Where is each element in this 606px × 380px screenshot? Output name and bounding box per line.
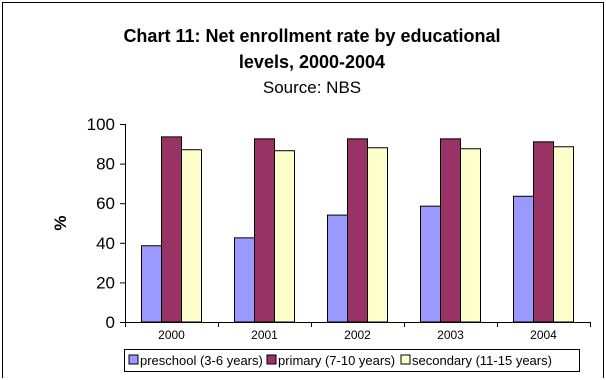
x-tick-label: 2002 <box>344 328 371 342</box>
bar-primary-2000 <box>161 136 182 323</box>
legend-box <box>124 349 580 372</box>
bar-preschool-2001 <box>234 237 255 323</box>
y-tick-label: 20 <box>96 273 115 292</box>
bar-primary-2003 <box>440 138 461 323</box>
bar-secondary-2004 <box>553 146 574 323</box>
x-tick-label: 2001 <box>251 328 278 342</box>
legend-swatch-secondary <box>400 354 411 365</box>
legend-label-primary: primary (7-10 years) <box>278 353 395 368</box>
y-tick-label: 80 <box>96 155 115 174</box>
y-axis: 0 20 40 60 80 100 <box>87 115 126 332</box>
x-axis: 2000 2001 2002 2003 2004 <box>125 322 591 342</box>
bar-secondary-2003 <box>460 148 481 323</box>
bar-preschool-2000 <box>141 245 162 323</box>
y-tick-label: 60 <box>96 194 115 213</box>
bar-primary-2001 <box>254 138 275 323</box>
legend-label-preschool: preschool (3-6 years) <box>140 353 263 368</box>
legend-swatch-primary <box>266 354 277 365</box>
bar-primary-2004 <box>533 141 554 323</box>
bar-preschool-2004 <box>513 195 534 323</box>
y-tick-label: 0 <box>106 313 115 332</box>
y-tick-label: 100 <box>87 115 115 134</box>
y-axis-label: % <box>51 215 70 230</box>
y-tick-label: 40 <box>96 234 115 253</box>
x-tick-label: 2000 <box>158 328 185 342</box>
x-tick-label: 2003 <box>437 328 464 342</box>
bar-secondary-2000 <box>181 149 202 323</box>
chart-title-line-2: levels, 2000-2004 <box>239 52 385 72</box>
legend-label-secondary: secondary (11-15 years) <box>412 353 552 368</box>
x-tick-label: 2004 <box>530 328 557 342</box>
bar-secondary-2002 <box>367 147 388 323</box>
chart-title-line-1: Chart 11: Net enrollment rate by educati… <box>123 26 500 46</box>
legend: preschool (3-6 years) primary (7-10 year… <box>124 349 580 372</box>
bar-preschool-2002 <box>327 214 348 323</box>
bar-primary-2002 <box>347 138 368 323</box>
bar-secondary-2001 <box>274 150 295 323</box>
bar-preschool-2003 <box>420 205 441 323</box>
bars-group <box>141 136 574 323</box>
chart-subtitle: Source: NBS <box>263 78 361 97</box>
legend-swatch-preschool <box>128 354 139 365</box>
